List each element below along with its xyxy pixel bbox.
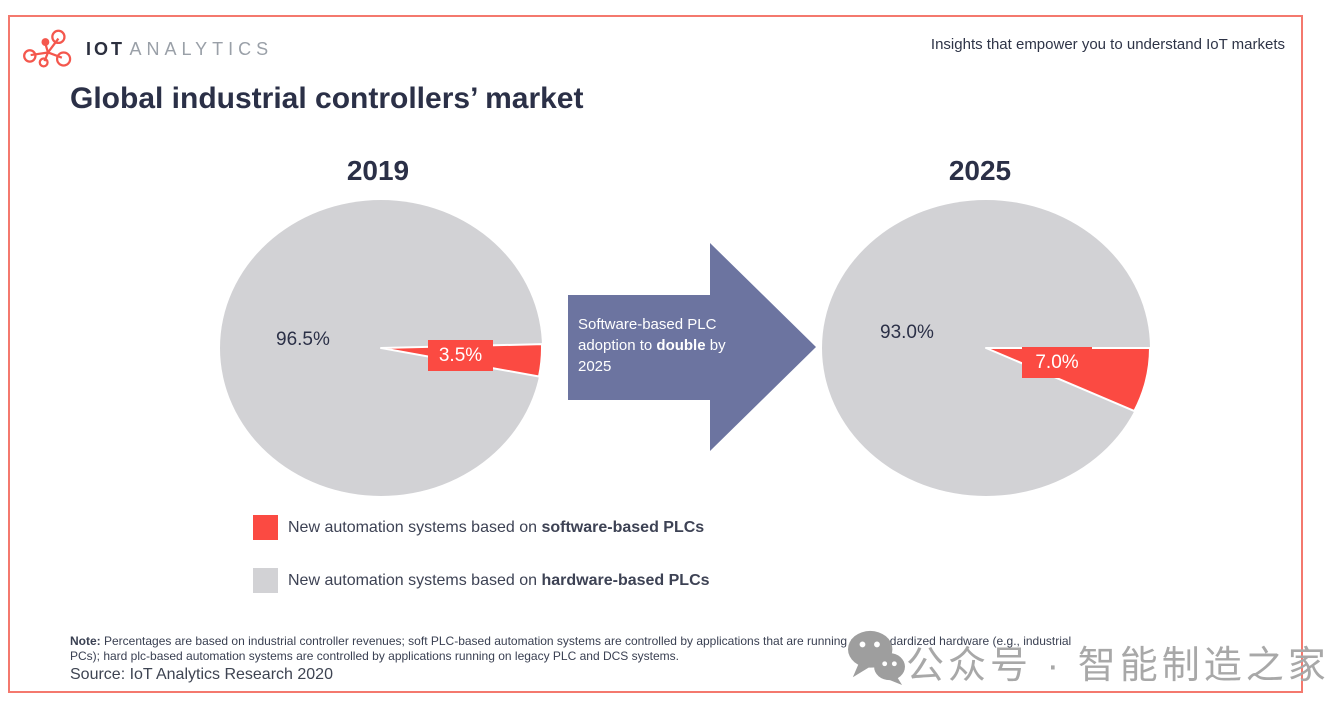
- arrow-annotation: Software-based PLC adoption to double by…: [578, 314, 728, 377]
- pie-2019-title: 2019: [346, 155, 410, 186]
- pie-chart-2025: [822, 200, 1151, 496]
- brand-iot: IOT: [86, 38, 125, 59]
- arrow-text-prefix: Software-based PLC adoption to: [578, 316, 717, 354]
- footnote-line2: PCs); hard plc-based automation systems …: [70, 649, 679, 663]
- legend-text-bold: hardware-based PLCs: [541, 571, 710, 589]
- legend-text-prefix: New automation systems based on: [288, 571, 542, 589]
- pie-2025-software-value: 7.0%: [1035, 351, 1079, 373]
- wechat-icon: [848, 630, 905, 685]
- pie-chart-2019: [220, 200, 543, 496]
- brand-analytics: ANALYTICS: [129, 38, 274, 59]
- footnote: Note: Percentages are based on industria…: [70, 634, 1250, 664]
- legend-item-software: New automation systems based on software…: [253, 515, 704, 540]
- legend-swatch-hardware: [253, 568, 278, 593]
- legend-text-prefix: New automation systems based on: [288, 518, 542, 536]
- header-tagline: Insights that empower you to understand …: [930, 36, 1285, 53]
- footnote-line1: Note: Percentages are based on industria…: [70, 634, 1250, 649]
- iot-analytics-logo: IOT ANALYTICS: [22, 28, 273, 70]
- legend-swatch-software: [253, 515, 278, 540]
- page-title: Global industrial controllers’ market: [70, 82, 584, 115]
- footnote-line1-text: Percentages are based on industrial cont…: [100, 634, 1072, 648]
- arrow-text-suffix: by 2025: [578, 337, 726, 375]
- pie-2019-software-label: 3.5%: [428, 340, 493, 371]
- source-line: Source: IoT Analytics Research 2020: [70, 666, 333, 683]
- arrow-right-shape: [568, 243, 816, 451]
- brand-text: IOT ANALYTICS: [86, 39, 273, 60]
- molecule-network-icon: [23, 29, 72, 68]
- pie-2019-hardware-label: 96.5%: [276, 329, 330, 350]
- legend-label-hardware: New automation systems based on hardware…: [288, 572, 710, 590]
- legend-label-software: New automation systems based on software…: [288, 519, 704, 537]
- watermark-text: 公众号 · 智能制造之家: [906, 645, 1330, 687]
- pie-2025-title: 2025: [948, 155, 1012, 186]
- pie-2025-hardware-label: 93.0%: [880, 322, 934, 343]
- pie-2019-software-value: 3.5%: [438, 344, 483, 366]
- arrow-text-bold: double: [656, 337, 706, 354]
- pie-2025-software-label: 7.0%: [1022, 347, 1092, 378]
- legend-text-bold: software-based PLCs: [541, 518, 705, 536]
- legend-item-hardware: New automation systems based on hardware…: [253, 568, 710, 593]
- footnote-note-label: Note:: [70, 634, 101, 648]
